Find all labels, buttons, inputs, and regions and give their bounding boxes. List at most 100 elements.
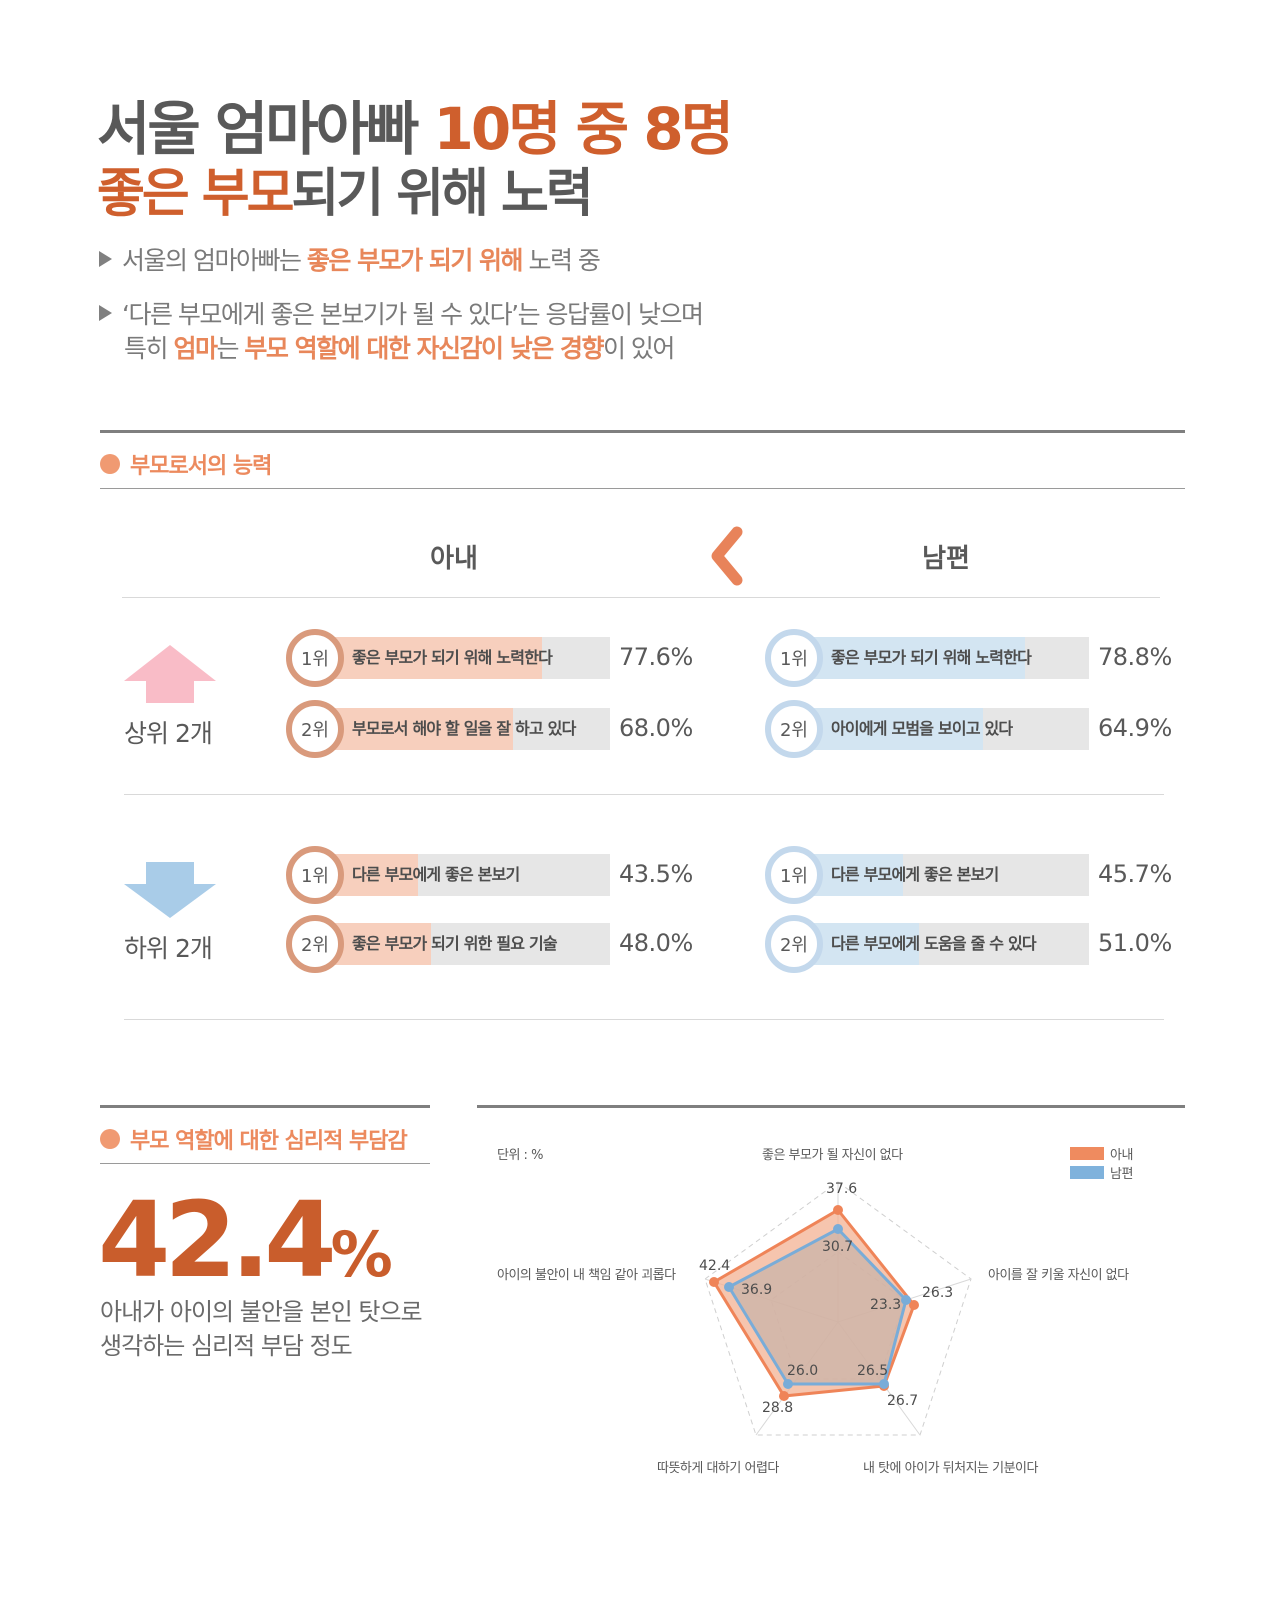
section-heading-burden: 부모 역할에 대한 심리적 부담감 (100, 1123, 408, 1155)
axis-label: 따뜻하게 대하기 어렵다 (657, 1461, 779, 1476)
data-label-husband: 23.3 (870, 1297, 902, 1313)
group-label-top: 상위 2개 (124, 719, 213, 748)
bullet-1: 서울의 엄마아빠는 좋은 부모가 되기 위해 노력 중 (99, 244, 601, 278)
bar-track (306, 708, 610, 750)
bullet-highlight: 엄마 (173, 334, 218, 363)
bullet-text: 서울의 엄마아빠는 (122, 246, 307, 275)
triangle-bullet-icon (99, 251, 112, 267)
column-header-wife: 아내 (430, 544, 478, 574)
rank-badge: 1위 (286, 846, 344, 904)
bar-label: 좋은 부모가 되기 위한 필요 기술 (352, 934, 558, 953)
rank-badge: 1위 (765, 846, 823, 904)
highlight-stat: 42.4% (98, 1188, 393, 1292)
legend-item-husband: 남편 (1070, 1163, 1133, 1182)
data-label-husband: 36.9 (741, 1282, 773, 1298)
bar-track (306, 637, 610, 679)
bullet-2-line2: 특히 엄마는 부모 역할에 대한 자신감이 낮은 경향이 있어 (124, 332, 675, 366)
group-divider (124, 1019, 1164, 1020)
axis-label: 아이를 잘 키울 자신이 없다 (988, 1268, 1129, 1283)
axis-label: 내 탓에 아이가 뒤처지는 기분이다 (863, 1461, 1038, 1476)
section-divider (100, 1105, 430, 1108)
triangle-bullet-icon (99, 305, 112, 321)
section-divider (477, 1105, 1185, 1108)
title-highlight: 부모 (201, 164, 295, 224)
chevron-left-icon (711, 526, 743, 586)
title-gray-text: 되기 위해 노력 (291, 164, 593, 224)
header-divider (122, 597, 1160, 598)
axis-label: 아이의 불안이 내 책임 같아 괴롭다 (497, 1268, 676, 1283)
bar-label: 아이에게 모범을 보이고 있다 (831, 719, 1013, 738)
stat-description: 아내가 아이의 불안을 본인 탓으로 (100, 1298, 423, 1326)
bar-label: 좋은 부모가 되기 위해 노력한다 (831, 648, 1032, 667)
unit-label: 단위 : % (497, 1148, 543, 1163)
bar-label: 다른 부모에게 도움을 줄 수 있다 (831, 934, 1037, 953)
bar-value: 78.8% (1098, 643, 1172, 671)
stat-description: 생각하는 심리적 부담 정도 (100, 1332, 353, 1360)
bar-label: 좋은 부모가 되기 위해 노력한다 (352, 648, 553, 667)
data-label-wife: 37.6 (826, 1181, 858, 1197)
data-label-husband: 26.5 (857, 1363, 889, 1379)
legend-label: 남편 (1110, 1167, 1133, 1182)
bar-row-husband-bottom-2: 2위 다른 부모에게 도움을 줄 수 있다 (765, 915, 1089, 973)
data-label-husband: 30.7 (822, 1239, 854, 1255)
title-highlight: 좋은 (97, 164, 202, 224)
bar-row-husband-top-1: 1위 좋은 부모가 되기 위해 노력한다 (765, 629, 1089, 687)
bullet-text: 노력 중 (522, 246, 600, 275)
legend-item-wife: 아내 (1070, 1144, 1133, 1163)
section-divider (100, 488, 1185, 489)
bar-label: 다른 부모에게 좋은 본보기 (831, 865, 999, 884)
circle-bullet-icon (100, 454, 120, 474)
radar-chart (704, 1181, 972, 1436)
bar-value: 45.7% (1098, 860, 1172, 888)
group-divider (124, 794, 1164, 795)
title-highlight: 10명 중 8명 (433, 95, 735, 163)
section-heading-ability: 부모로서의 능력 (100, 448, 272, 480)
legend-swatch-icon (1070, 1147, 1104, 1160)
rank-badge: 2위 (286, 700, 344, 758)
bullet-text: ‘다른 부모에게 좋은 본보기가 될 수 있다’는 응답률이 낮으며 (122, 300, 704, 329)
page-title-line1: 서울 엄마아빠 10명 중 8명 (97, 100, 734, 158)
circle-bullet-icon (100, 1129, 120, 1149)
bar-fill (306, 637, 542, 679)
section-title: 부모 역할에 대한 심리적 부담감 (130, 1129, 408, 1154)
series-husband-area (726, 1227, 908, 1386)
rank-badge: 2위 (765, 915, 823, 973)
bar-row-husband-top-2: 2위 아이에게 모범을 보이고 있다 (765, 700, 1089, 758)
bullet-highlight: 좋은 부모가 되기 위해 (306, 246, 524, 275)
bullet-highlight: 부모 역할에 대한 자신감이 낮은 경향 (244, 334, 604, 363)
rank-badge: 2위 (765, 700, 823, 758)
bar-fill (785, 637, 1025, 679)
bar-value: 68.0% (619, 714, 693, 742)
bar-value: 48.0% (619, 929, 693, 957)
bar-track (306, 854, 610, 896)
bar-value: 43.5% (619, 860, 693, 888)
bar-label: 다른 부모에게 좋은 본보기 (352, 865, 520, 884)
stat-unit: % (330, 1218, 393, 1291)
bar-row-wife-bottom-2: 2위 좋은 부모가 되기 위한 필요 기술 (286, 915, 610, 973)
bar-track (785, 637, 1089, 679)
bar-row-wife-bottom-1: 1위 다른 부모에게 좋은 본보기 (286, 846, 610, 904)
arrow-up-icon (124, 645, 216, 703)
section-title: 부모로서의 능력 (130, 454, 272, 479)
data-label-wife: 26.3 (922, 1285, 954, 1301)
axis-label: 좋은 부모가 될 자신이 없다 (762, 1148, 903, 1163)
legend-swatch-icon (1070, 1166, 1104, 1179)
bullet-2: ‘다른 부모에게 좋은 본보기가 될 수 있다’는 응답률이 낮으며 (99, 298, 704, 332)
legend-label: 아내 (1110, 1148, 1133, 1163)
rank-badge: 1위 (286, 629, 344, 687)
data-label-husband: 26.0 (787, 1363, 819, 1379)
bar-label: 부모로서 해야 할 일을 잘 하고 있다 (352, 719, 576, 738)
data-label-wife: 28.8 (762, 1400, 794, 1416)
bullet-text: 이 있어 (602, 334, 675, 363)
bullet-text: 는 (216, 334, 245, 363)
group-label-bottom: 하위 2개 (124, 934, 213, 963)
bar-track (785, 854, 1089, 896)
stat-number: 42.4 (98, 1179, 337, 1301)
section-divider (100, 1163, 430, 1164)
data-label-wife: 26.7 (887, 1393, 919, 1409)
bar-value: 51.0% (1098, 929, 1172, 957)
title-gray-text: 서울 엄마아빠 (97, 95, 434, 163)
rank-badge: 1위 (765, 629, 823, 687)
bar-row-wife-top-1: 1위 좋은 부모가 되기 위해 노력한다 (286, 629, 610, 687)
rank-badge: 2위 (286, 915, 344, 973)
